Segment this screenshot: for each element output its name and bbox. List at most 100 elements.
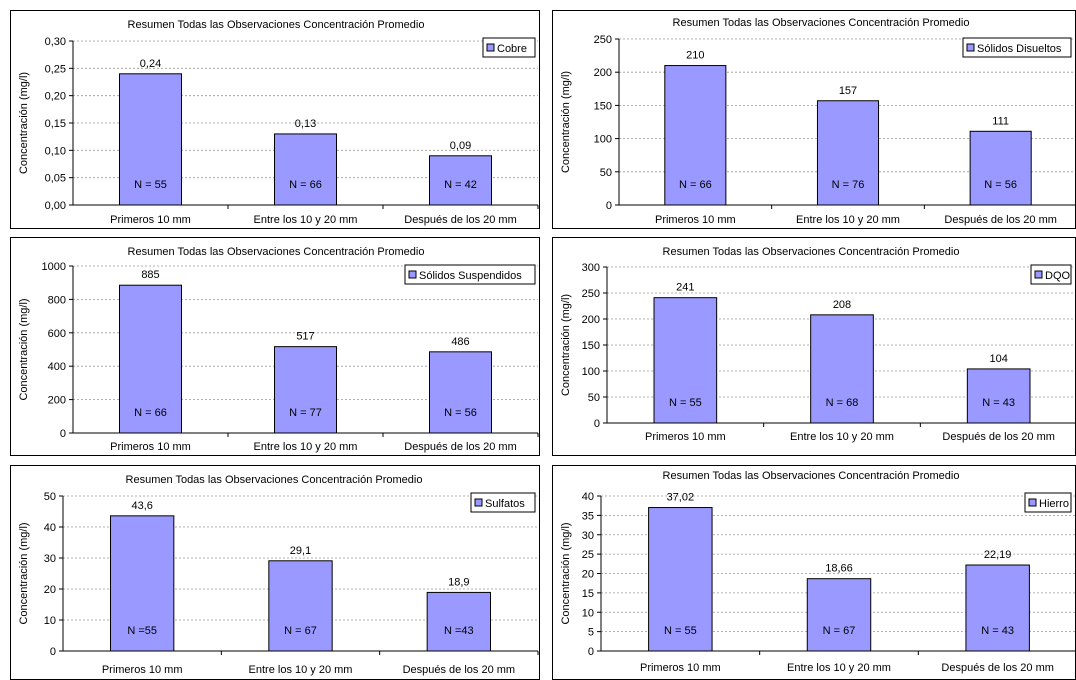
- data-label: 210: [686, 50, 704, 62]
- chart-panel-solidos-disueltos: Resumen Todas las Observaciones Concentr…: [552, 10, 1076, 229]
- data-label: 18,66: [825, 563, 853, 575]
- y-tick-label: 150: [582, 340, 600, 352]
- legend-label: Sulfatos: [485, 498, 525, 510]
- x-tick-label: Después de los 20 mm: [404, 441, 517, 453]
- bar: [806, 578, 872, 652]
- n-label: N = 68: [826, 397, 859, 409]
- legend-swatch: [1028, 498, 1037, 507]
- data-label: 111: [992, 115, 1009, 127]
- x-tick-label: Entre los 10 y 20 mm: [249, 664, 353, 676]
- legend-box: [962, 37, 1072, 58]
- y-tick-label: 25: [582, 549, 594, 561]
- legend-label: Sólidos Disueltos: [977, 43, 1062, 55]
- legend-swatch: [474, 498, 483, 507]
- x-tick-label: Después de los 20 mm: [944, 214, 1057, 226]
- y-tick-label: 0: [594, 418, 600, 430]
- data-label: 241: [676, 282, 694, 294]
- x-tick-label: Primeros 10 mm: [640, 662, 721, 674]
- bar-chart: Resumen Todas las Observaciones Concentr…: [18, 19, 539, 226]
- data-label: 18,9: [448, 576, 469, 588]
- chart-panel-cobre: Resumen Todas las Observaciones Concentr…: [10, 10, 540, 229]
- data-label: 22,19: [984, 549, 1012, 561]
- y-tick-label: 15: [582, 588, 594, 600]
- data-label: 885: [141, 269, 159, 281]
- x-tick-label: Entre los 10 y 20 mm: [790, 431, 894, 443]
- n-label: N = 56: [444, 407, 477, 419]
- y-tick-label: 0,05: [45, 173, 66, 185]
- y-tick-label: 400: [48, 361, 66, 373]
- y-tick-label: 600: [48, 328, 66, 340]
- bar: [816, 100, 880, 206]
- y-tick-label: 50: [600, 167, 612, 179]
- legend-label: Sólidos Suspendidos: [419, 270, 522, 282]
- n-label: N = 66: [679, 179, 712, 191]
- y-tick-label: 20: [582, 569, 594, 581]
- chart-panel-solidos-suspendidos: Resumen Todas las Observaciones Concentr…: [10, 237, 540, 456]
- chart-panel-dqo: Resumen Todas las Observaciones Concentr…: [552, 237, 1076, 456]
- y-tick-label: 50: [588, 392, 600, 404]
- data-label: 517: [296, 331, 314, 343]
- data-label: 157: [839, 85, 857, 97]
- y-tick-label: 10: [44, 615, 56, 627]
- x-tick-label: Primeros 10 mm: [645, 431, 726, 443]
- legend-swatch: [966, 43, 975, 52]
- x-tick-label: Primeros 10 mm: [655, 214, 736, 226]
- data-label: 29,1: [290, 545, 311, 557]
- bar: [268, 560, 333, 652]
- y-tick-label: 30: [44, 553, 56, 565]
- y-tick-label: 40: [582, 491, 594, 503]
- n-label: N =43: [444, 625, 474, 637]
- bar-chart: Resumen Todas las Observaciones Concentr…: [560, 17, 1075, 226]
- n-label: N = 66: [289, 179, 322, 191]
- data-label: 486: [451, 336, 469, 348]
- bar: [426, 591, 491, 652]
- legend-box: [1030, 264, 1072, 285]
- y-tick-label: 0,00: [45, 200, 66, 212]
- chart-panel-sulfatos: Resumen Todas las Observaciones Concentr…: [10, 465, 540, 680]
- n-label: N = 67: [284, 625, 317, 637]
- y-tick-label: 300: [582, 262, 600, 274]
- bar: [648, 507, 713, 652]
- y-tick-label: 0,30: [45, 36, 66, 48]
- x-tick-label: Entre los 10 y 20 mm: [787, 662, 891, 674]
- chart-title: Resumen Todas las Observaciones Concentr…: [128, 19, 425, 31]
- y-tick-label: 20: [44, 584, 56, 596]
- data-label: 208: [833, 299, 851, 311]
- n-label: N = 77: [289, 407, 322, 419]
- data-label: 37,02: [667, 492, 695, 504]
- x-tick-label: Entre los 10 y 20 mm: [796, 214, 900, 226]
- bar-chart: Resumen Todas las Observaciones Concentr…: [18, 474, 539, 676]
- y-tick-label: 0,10: [45, 145, 66, 157]
- y-tick-label: 100: [594, 134, 612, 146]
- y-tick-label: 5: [588, 627, 594, 639]
- y-tick-label: 250: [594, 34, 612, 46]
- x-tick-label: Después de los 20 mm: [404, 214, 517, 226]
- chart-title: Resumen Todas las Observaciones Concentr…: [673, 17, 970, 29]
- bar: [664, 65, 727, 206]
- y-axis-label: Concentración (mg/l): [18, 522, 30, 624]
- y-tick-label: 0: [50, 646, 56, 658]
- legend-label: DQO: [1045, 270, 1071, 282]
- chart-panel-hierro: Resumen Todas las Observaciones Concentr…: [552, 465, 1076, 680]
- bar: [965, 564, 1030, 652]
- chart-title: Resumen Todas las Observaciones Concentr…: [128, 246, 425, 258]
- y-tick-label: 50: [44, 491, 56, 503]
- y-tick-label: 200: [594, 67, 612, 79]
- bar-chart: Resumen Todas las Observaciones Concentr…: [560, 246, 1075, 443]
- x-tick-label: Después de los 20 mm: [941, 662, 1054, 674]
- n-label: N = 55: [669, 397, 702, 409]
- y-tick-label: 1000: [42, 261, 66, 273]
- bar: [274, 133, 337, 206]
- data-label: 43,6: [131, 500, 152, 512]
- y-tick-label: 150: [594, 100, 612, 112]
- y-axis-label: Concentración (mg/l): [560, 71, 572, 173]
- bar: [653, 297, 718, 424]
- y-tick-label: 10: [582, 607, 594, 619]
- y-tick-label: 40: [44, 522, 56, 534]
- x-tick-label: Entre los 10 y 20 mm: [254, 441, 358, 453]
- bar: [810, 314, 874, 424]
- x-tick-label: Primeros 10 mm: [110, 214, 191, 226]
- legend-label: Cobre: [497, 43, 527, 55]
- bar: [119, 284, 182, 434]
- bar: [110, 515, 175, 652]
